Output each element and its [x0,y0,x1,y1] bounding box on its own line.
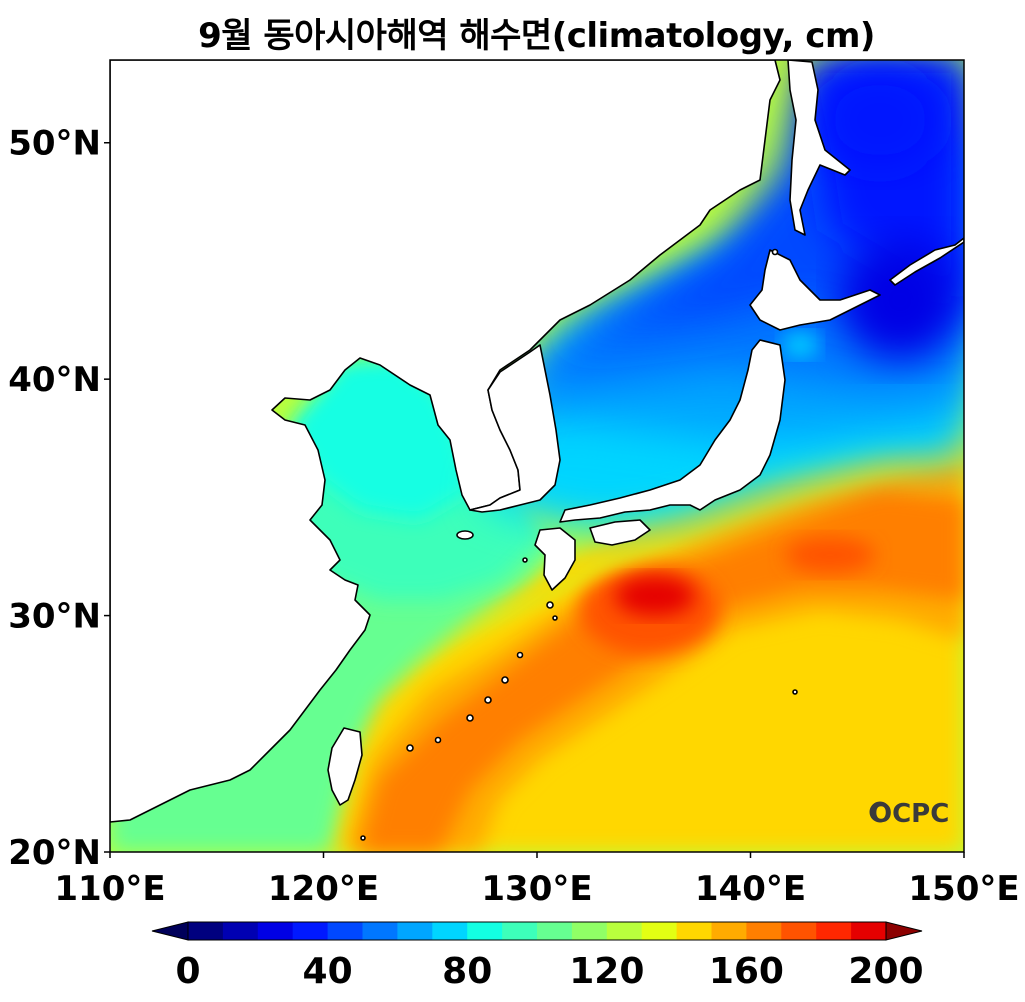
lon-tick-label: 110°E [54,869,165,909]
colorbar-segment [257,922,294,940]
korean-peninsula [469,344,561,513]
colorbar-segment [606,922,643,940]
honshu-island [559,339,786,523]
colorbar: 0 40 80 120 160 200 [151,921,924,992]
ocpc-logo: OCPC [869,799,949,829]
colorbar-label: 40 [303,951,353,992]
colorbar-segment [641,922,678,940]
colorbar-label: 200 [848,951,923,992]
lon-tick-label: 120°E [268,869,379,909]
colorbar-segment [432,922,468,940]
lat-tick-label: 30°N [8,597,101,637]
lat-tick-label: 40°N [8,360,101,400]
continent-asia [110,60,781,823]
lon-tick-label: 140°E [695,869,806,909]
colorbar-segment [781,922,817,940]
colorbar-segment [222,922,259,940]
colorbar-label: 0 [175,951,200,992]
lon-tick-label: 130°E [481,869,592,909]
colorbar-label: 120 [569,951,644,992]
logo-text: OCPC [870,799,949,829]
colorbar-segment [711,922,747,940]
colorbar-segment [292,922,329,940]
hokkaido-island [749,249,881,331]
sakhalin-island [787,60,851,236]
colorbar-segment [327,922,363,940]
colorbar-segment [816,922,852,940]
axis-ticks: 110°E 120°E 130°E 140°E 150°E 20°N 30°N 40°N 50°… [8,124,1019,909]
colorbar-outline [187,921,887,941]
colorbar-segment [188,922,224,940]
taiwan-island [327,727,363,806]
land-masses [110,60,964,841]
lon-tick-label: 150°E [908,869,1019,909]
colorbar-segment [537,922,573,940]
colorbar-over-arrow [885,921,923,941]
colorbar-segment [467,922,503,940]
colorbar-label: 80 [442,951,492,992]
lat-tick-label: 50°N [8,124,101,164]
colorbar-segment [502,922,538,940]
colorbar-segment [746,922,782,940]
kyushu-island [534,527,576,591]
colorbar-segment [397,922,433,940]
colorbar-segment [851,922,887,940]
lat-tick-label: 20°N [8,833,101,873]
colorbar-segment [571,922,608,940]
map-title: 9월 동아시아해역 해수면(climatology, cm) [198,16,875,56]
colorbar-segment [362,922,398,940]
jeju-island [456,530,474,540]
colorbar-segment [676,922,712,940]
shikoku-island [589,519,651,546]
colorbar-under-arrow [151,921,189,941]
kuril-islands [889,237,964,286]
colorbar-label: 160 [709,951,784,992]
